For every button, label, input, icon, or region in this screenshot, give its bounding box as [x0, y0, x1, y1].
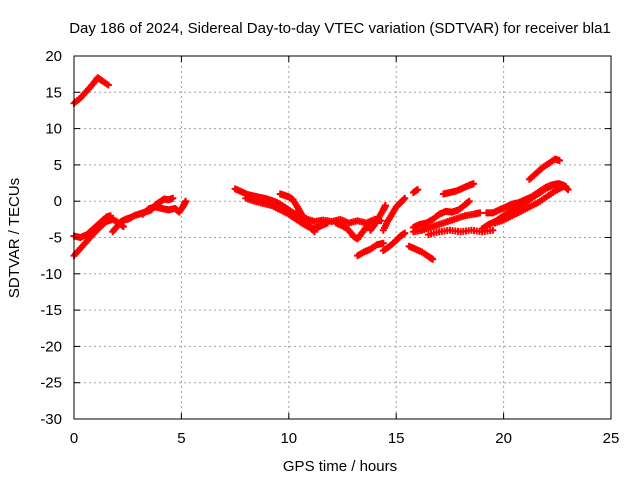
- y-tick-label: -5: [49, 230, 62, 247]
- series-arc-19: [405, 242, 437, 263]
- data-point: [564, 186, 572, 194]
- data-point: [311, 228, 319, 236]
- series-arc-18: [409, 209, 484, 236]
- data-point: [465, 197, 473, 205]
- series-arc-12: [354, 239, 387, 260]
- data-point: [555, 157, 563, 165]
- series-arc-9: [276, 190, 319, 236]
- series-arc-6: [139, 197, 190, 218]
- data-point: [107, 212, 115, 220]
- x-tick-label: 5: [177, 430, 185, 447]
- y-tick-label: 20: [45, 48, 62, 65]
- axis-ticks: 0 5 10 15 20 25 -30 -25 -20 -15 -10 -5 0 5 10 15 20: [40, 48, 619, 447]
- data-point: [381, 202, 389, 210]
- grid: [74, 56, 611, 419]
- data-point: [169, 194, 177, 202]
- y-tick-label: 15: [45, 84, 62, 101]
- y-tick-label: 0: [54, 193, 62, 210]
- data-point: [560, 183, 568, 191]
- series-arc-15: [379, 229, 409, 255]
- x-tick-label: 25: [603, 430, 620, 447]
- series-arc-1: [70, 74, 112, 107]
- data-point: [104, 81, 112, 89]
- chart-title: Day 186 of 2024, Sidereal Day-to-day VTE…: [69, 20, 611, 37]
- series-arc-14: [379, 194, 409, 234]
- data-marks: [70, 74, 572, 263]
- series-arc-20: [424, 226, 497, 239]
- data-point: [400, 195, 408, 203]
- data-point: [429, 255, 437, 263]
- y-tick-label: -15: [40, 302, 62, 319]
- series-arc-25: [525, 155, 563, 183]
- series-arc-21: [439, 180, 478, 198]
- data-point: [379, 239, 387, 247]
- data-point: [489, 226, 497, 234]
- data-point: [310, 227, 318, 235]
- data-point: [401, 229, 409, 237]
- y-axis-label: SDTVAR / TECUs: [6, 178, 23, 298]
- y-tick-label: -30: [40, 411, 62, 428]
- x-tick-label: 20: [495, 430, 512, 447]
- y-tick-label: -20: [40, 338, 62, 355]
- x-tick-label: 15: [388, 430, 405, 447]
- x-tick-label: 10: [280, 430, 297, 447]
- data-point: [119, 223, 127, 231]
- y-tick-label: 10: [45, 121, 62, 138]
- series-arc-13: [366, 202, 389, 234]
- x-axis-label: GPS time / hours: [283, 458, 397, 475]
- series-arc-24: [491, 183, 568, 227]
- series-arc-16: [409, 186, 422, 196]
- data-point: [401, 194, 409, 202]
- y-tick-label: 5: [54, 157, 62, 174]
- x-tick-label: 0: [70, 430, 78, 447]
- series-arc-17: [409, 197, 473, 231]
- data-point: [414, 186, 422, 194]
- data-point: [470, 180, 478, 188]
- y-tick-label: -10: [40, 266, 62, 283]
- data-point: [476, 209, 484, 217]
- data-point: [182, 197, 190, 205]
- y-tick-label: -25: [40, 375, 62, 392]
- series-arc-8: [242, 194, 331, 233]
